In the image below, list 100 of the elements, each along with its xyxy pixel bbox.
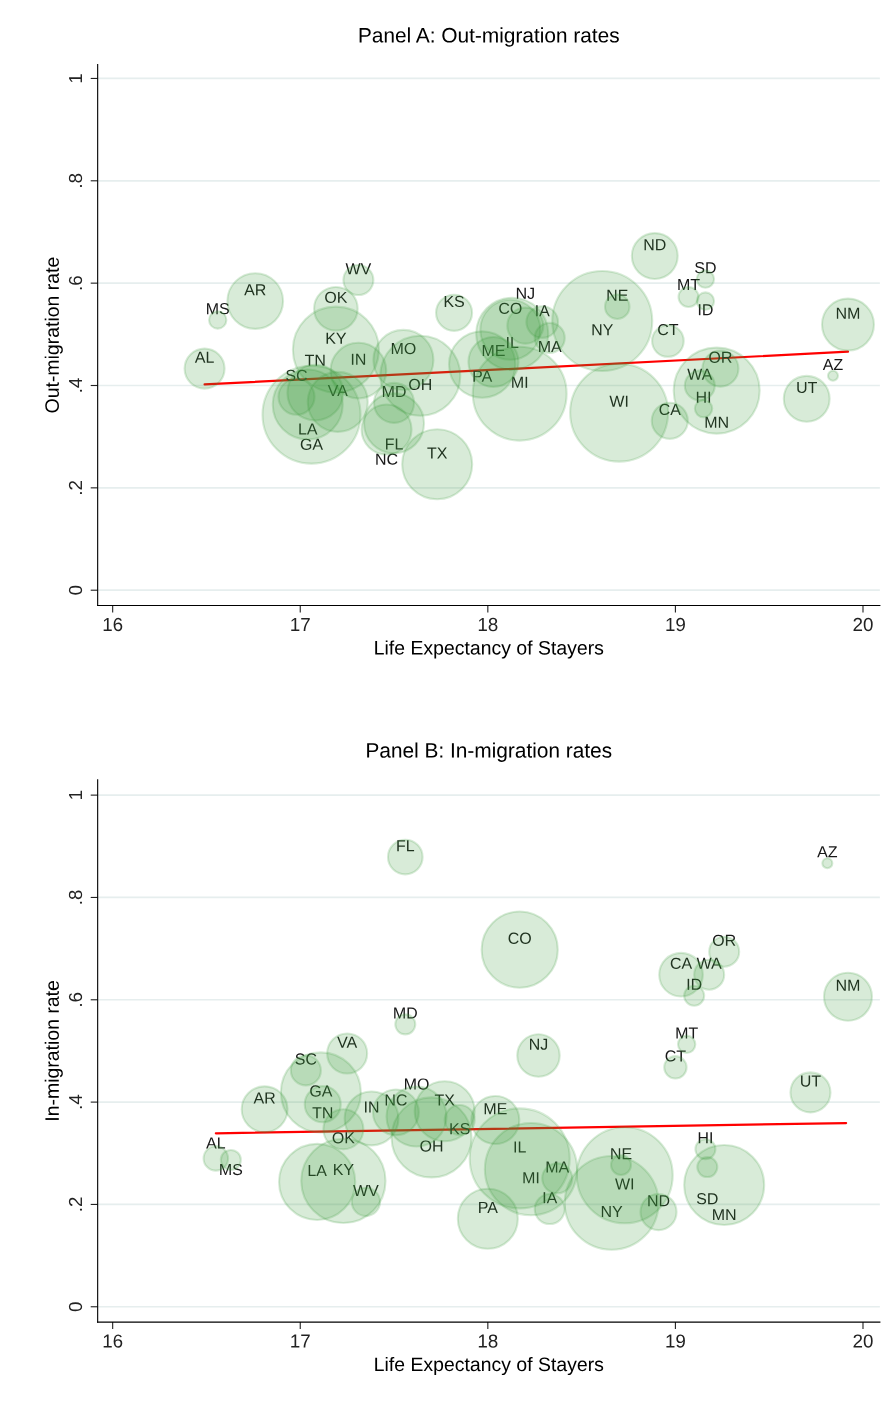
data-label: LA: [299, 423, 318, 435]
data-label: WA: [696, 957, 722, 969]
data-label: NY: [601, 1206, 623, 1218]
y-tick-label: .2: [68, 480, 82, 494]
x-tick-label: 19: [666, 1334, 685, 1348]
data-label: KY: [326, 332, 347, 344]
data-label: CT: [665, 1050, 686, 1062]
y-tick-label: .8: [68, 890, 83, 904]
data-label: AL: [194, 351, 214, 363]
chart-title: Panel A: Out-migration rates: [359, 27, 619, 47]
data-label: CT: [658, 323, 679, 336]
data-label: UT: [801, 1075, 821, 1087]
data-label: SC: [286, 369, 307, 382]
data-label: AL: [206, 1137, 226, 1149]
chart-title: Panel B: In-migration rates: [367, 742, 612, 762]
x-tick-label: 16: [103, 1334, 123, 1348]
data-label: CO: [499, 302, 522, 315]
data-label: IL: [507, 336, 519, 348]
data-label: WI: [615, 1178, 634, 1190]
data-label: CO: [508, 932, 531, 944]
data-label: AR: [253, 1092, 275, 1104]
data-label: ND: [648, 1195, 670, 1207]
y-tick-label: 1: [69, 790, 82, 799]
data-label: NE: [611, 1148, 632, 1160]
data-label: ID: [687, 978, 702, 990]
data-label: UT: [797, 381, 817, 394]
x-tick-label: 19: [666, 617, 685, 632]
data-label: MI: [523, 1172, 539, 1184]
data-label: MT: [676, 1027, 698, 1039]
data-label: IA: [536, 305, 550, 317]
data-label: KS: [444, 295, 464, 308]
x-axis-title: Life Expectancy of Stayers: [375, 640, 604, 659]
y-tick-label: .4: [69, 1094, 82, 1109]
data-label: MO: [391, 342, 416, 355]
x-tick-label: 18: [478, 1334, 498, 1348]
data-label: LA: [308, 1165, 327, 1177]
data-label: NJ: [516, 287, 534, 299]
data-label: OH: [409, 378, 431, 391]
data-label: MA: [539, 341, 562, 353]
data-label: MD: [382, 386, 406, 398]
data-label: VA: [327, 385, 348, 397]
data-label: MS: [220, 1163, 243, 1176]
y-axis-title: Out-migration rate: [44, 257, 63, 413]
data-label: NC: [376, 453, 398, 465]
y-tick-label: .4: [69, 378, 82, 392]
y-tick-label: .6: [68, 992, 83, 1006]
data-label: KY: [334, 1164, 354, 1176]
data-label: HI: [696, 391, 711, 403]
data-label: NE: [607, 289, 628, 301]
data-label: CA: [670, 957, 693, 969]
x-axis-title: Life Expectancy of Stayers: [375, 1356, 604, 1376]
data-label: AR: [244, 284, 266, 296]
x-tick-label: 17: [291, 618, 310, 631]
data-label: NM: [836, 979, 860, 991]
data-label: GA: [300, 438, 324, 450]
data-label: ID: [698, 304, 713, 316]
data-label: IA: [543, 1192, 558, 1204]
data-label: NY: [592, 324, 613, 336]
data-label: OR: [712, 934, 736, 946]
data-label: OK: [332, 1132, 355, 1144]
data-label: OH: [420, 1140, 443, 1152]
data-label: TX: [434, 1094, 455, 1106]
y-tick-label: .6: [68, 276, 83, 290]
data-label: ME: [484, 1103, 507, 1115]
y-tick-label: 1: [69, 74, 82, 83]
data-label: ME: [482, 345, 505, 357]
data-label: IL: [514, 1141, 526, 1153]
x-tick-label: 16: [103, 617, 123, 632]
data-label: IN: [365, 1101, 379, 1113]
data-label: OK: [325, 291, 348, 304]
data-label: CA: [659, 403, 681, 416]
data-label: SD: [696, 1193, 718, 1205]
data-label: WA: [687, 368, 713, 380]
data-label: MO: [405, 1078, 429, 1090]
y-tick-label: .8: [68, 173, 83, 187]
data-label: TN: [312, 1107, 333, 1119]
data-label: PA: [479, 1201, 498, 1213]
data-label: IN: [351, 353, 366, 365]
data-label: NC: [385, 1094, 407, 1106]
y-tick-label: 0: [68, 1302, 83, 1312]
data-label: WV: [353, 1185, 379, 1196]
data-label: FL: [386, 438, 403, 450]
data-label: GA: [310, 1085, 333, 1097]
data-label: MI: [512, 376, 528, 388]
data-label: MA: [546, 1161, 570, 1173]
data-label: HI: [698, 1132, 712, 1144]
data-label: NJ: [530, 1038, 548, 1050]
data-label: MD: [394, 1007, 417, 1019]
x-tick-label: 18: [478, 617, 498, 632]
y-tick-label: 0: [68, 585, 83, 595]
data-label: AZ: [822, 358, 843, 370]
data-label: AZ: [817, 846, 838, 858]
data-label: MT: [678, 279, 700, 291]
x-tick-label: 20: [853, 617, 873, 632]
x-tick-label: 17: [291, 1334, 310, 1348]
data-label: NM: [836, 307, 860, 319]
x-tick-label: 20: [853, 1334, 873, 1348]
data-label: FL: [397, 840, 415, 852]
y-axis-title: In-migration rate: [44, 981, 63, 1120]
y-tick-label: .2: [68, 1197, 82, 1211]
